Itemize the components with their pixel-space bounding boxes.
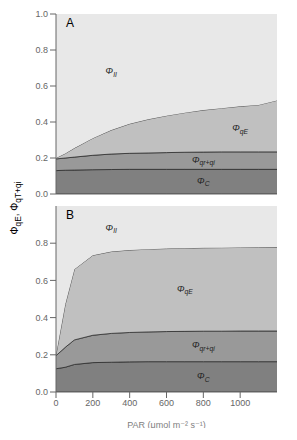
svg-text:0.2: 0.2 (35, 153, 48, 163)
svg-text:0.8: 0.8 (35, 45, 48, 55)
svg-text:ΦqE: ΦqE (177, 284, 193, 296)
svg-text:400: 400 (122, 398, 137, 408)
svg-text:1.0: 1.0 (35, 9, 48, 19)
svg-text:0: 0 (53, 398, 58, 408)
svg-text:0.4: 0.4 (35, 117, 48, 127)
svg-text:0.8: 0.8 (35, 238, 48, 248)
svg-text:PAR (μmol m⁻² s⁻¹): PAR (μmol m⁻² s⁻¹) (127, 420, 206, 428)
svg-text:0.0: 0.0 (35, 189, 48, 199)
svg-text:ΦC: ΦC (197, 371, 210, 382)
svg-text:ΦqE: ΦqE (232, 123, 248, 135)
html-text:Φ: Φ (9, 202, 20, 211)
svg-text:ΦC: ΦC (197, 176, 210, 187)
svg-text:0.0: 0.0 (35, 387, 48, 397)
svg-text:800: 800 (196, 398, 211, 408)
svg-text:ΦII: ΦII (106, 66, 117, 77)
html-text:qE: qE (13, 216, 23, 227)
svg-text:600: 600 (159, 398, 174, 408)
svg-text:0.6: 0.6 (35, 81, 48, 91)
svg-text:200: 200 (85, 398, 100, 408)
svg-text:0.4: 0.4 (35, 313, 48, 323)
svg-text:Φqr+qi: Φqr+qi (192, 341, 215, 353)
html-text:Φ: Φ (9, 226, 20, 235)
svg-text:0.2: 0.2 (35, 350, 48, 360)
html-text:A: A (66, 16, 74, 30)
svg-text:ΦII: ΦII (106, 223, 117, 234)
svg-text:Φqr+qi: Φqr+qi (192, 155, 215, 167)
html-text:B: B (66, 208, 74, 222)
svg-text:0.6: 0.6 (35, 276, 48, 286)
svg-text:1000: 1000 (230, 398, 250, 408)
html-text:qT+qi: qT+qi (13, 181, 23, 203)
